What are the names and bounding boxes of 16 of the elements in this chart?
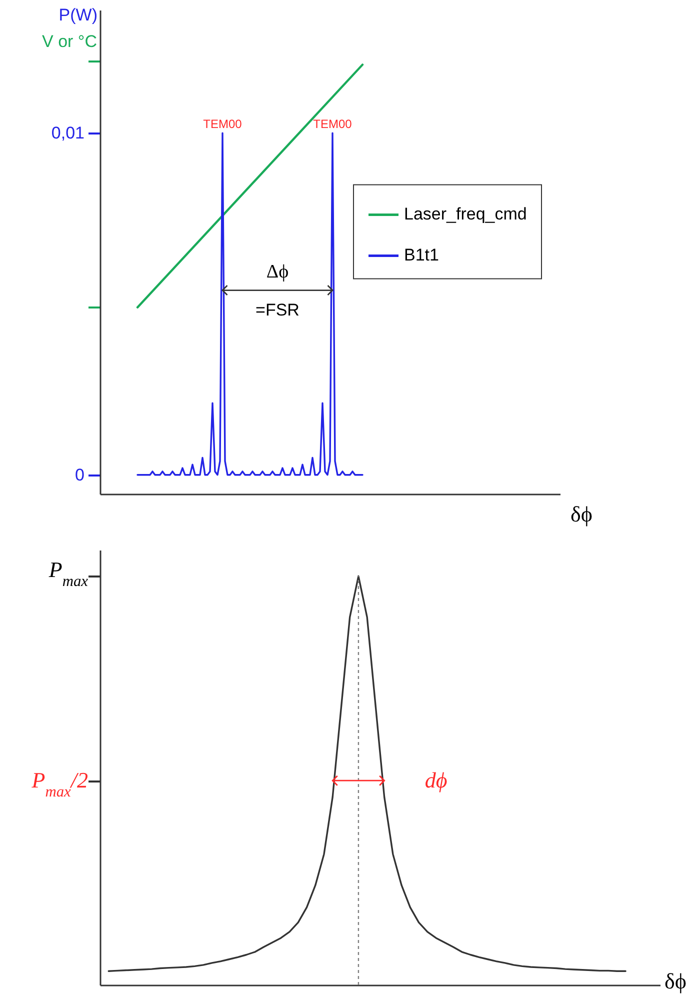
y-tick-label: 0	[75, 465, 84, 484]
y2-axis-title: V or °C	[42, 32, 97, 51]
annotation: TEM00	[203, 117, 242, 132]
text: P$_{max}$	[48, 557, 88, 590]
text: P$_{max}$/2	[30, 768, 88, 800]
y-axis-title: P(W)	[58, 6, 98, 24]
annotation: =FSR	[256, 300, 300, 320]
annotation: dϕ	[424, 768, 448, 793]
x-axis-title: δϕ	[570, 502, 592, 526]
line-series	[136, 132, 364, 476]
y-tick-label: 0,01	[51, 124, 84, 143]
legend-label: B1t1	[404, 246, 439, 265]
legend-label: Laser_freq_cmd	[404, 204, 527, 224]
annotation: TEM00	[313, 117, 352, 132]
annotation: Δϕ	[266, 261, 289, 282]
x-axis-title: δϕ	[664, 968, 686, 994]
